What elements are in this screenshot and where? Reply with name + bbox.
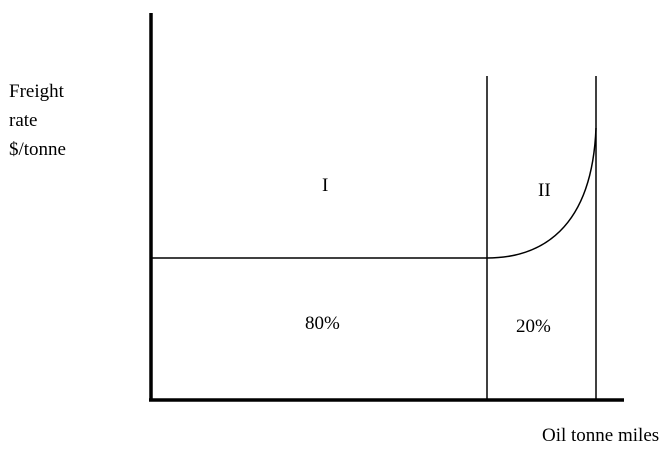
region-ii-share: 20%: [516, 316, 551, 337]
rising-rate-curve: [486, 127, 597, 259]
y-axis-label-line-3: $/tonne: [9, 139, 66, 160]
y-axis-label-line-2: rate: [9, 110, 38, 131]
x-axis-label: Oil tonne miles: [542, 425, 660, 446]
region-i-label: I: [322, 175, 329, 196]
region-ii-label: II: [538, 180, 551, 201]
region-i-share: 80%: [305, 313, 340, 334]
y-axis-label-line-1: Freight: [9, 81, 64, 102]
y-axis-label: Freight rate $/tonne: [9, 77, 66, 164]
